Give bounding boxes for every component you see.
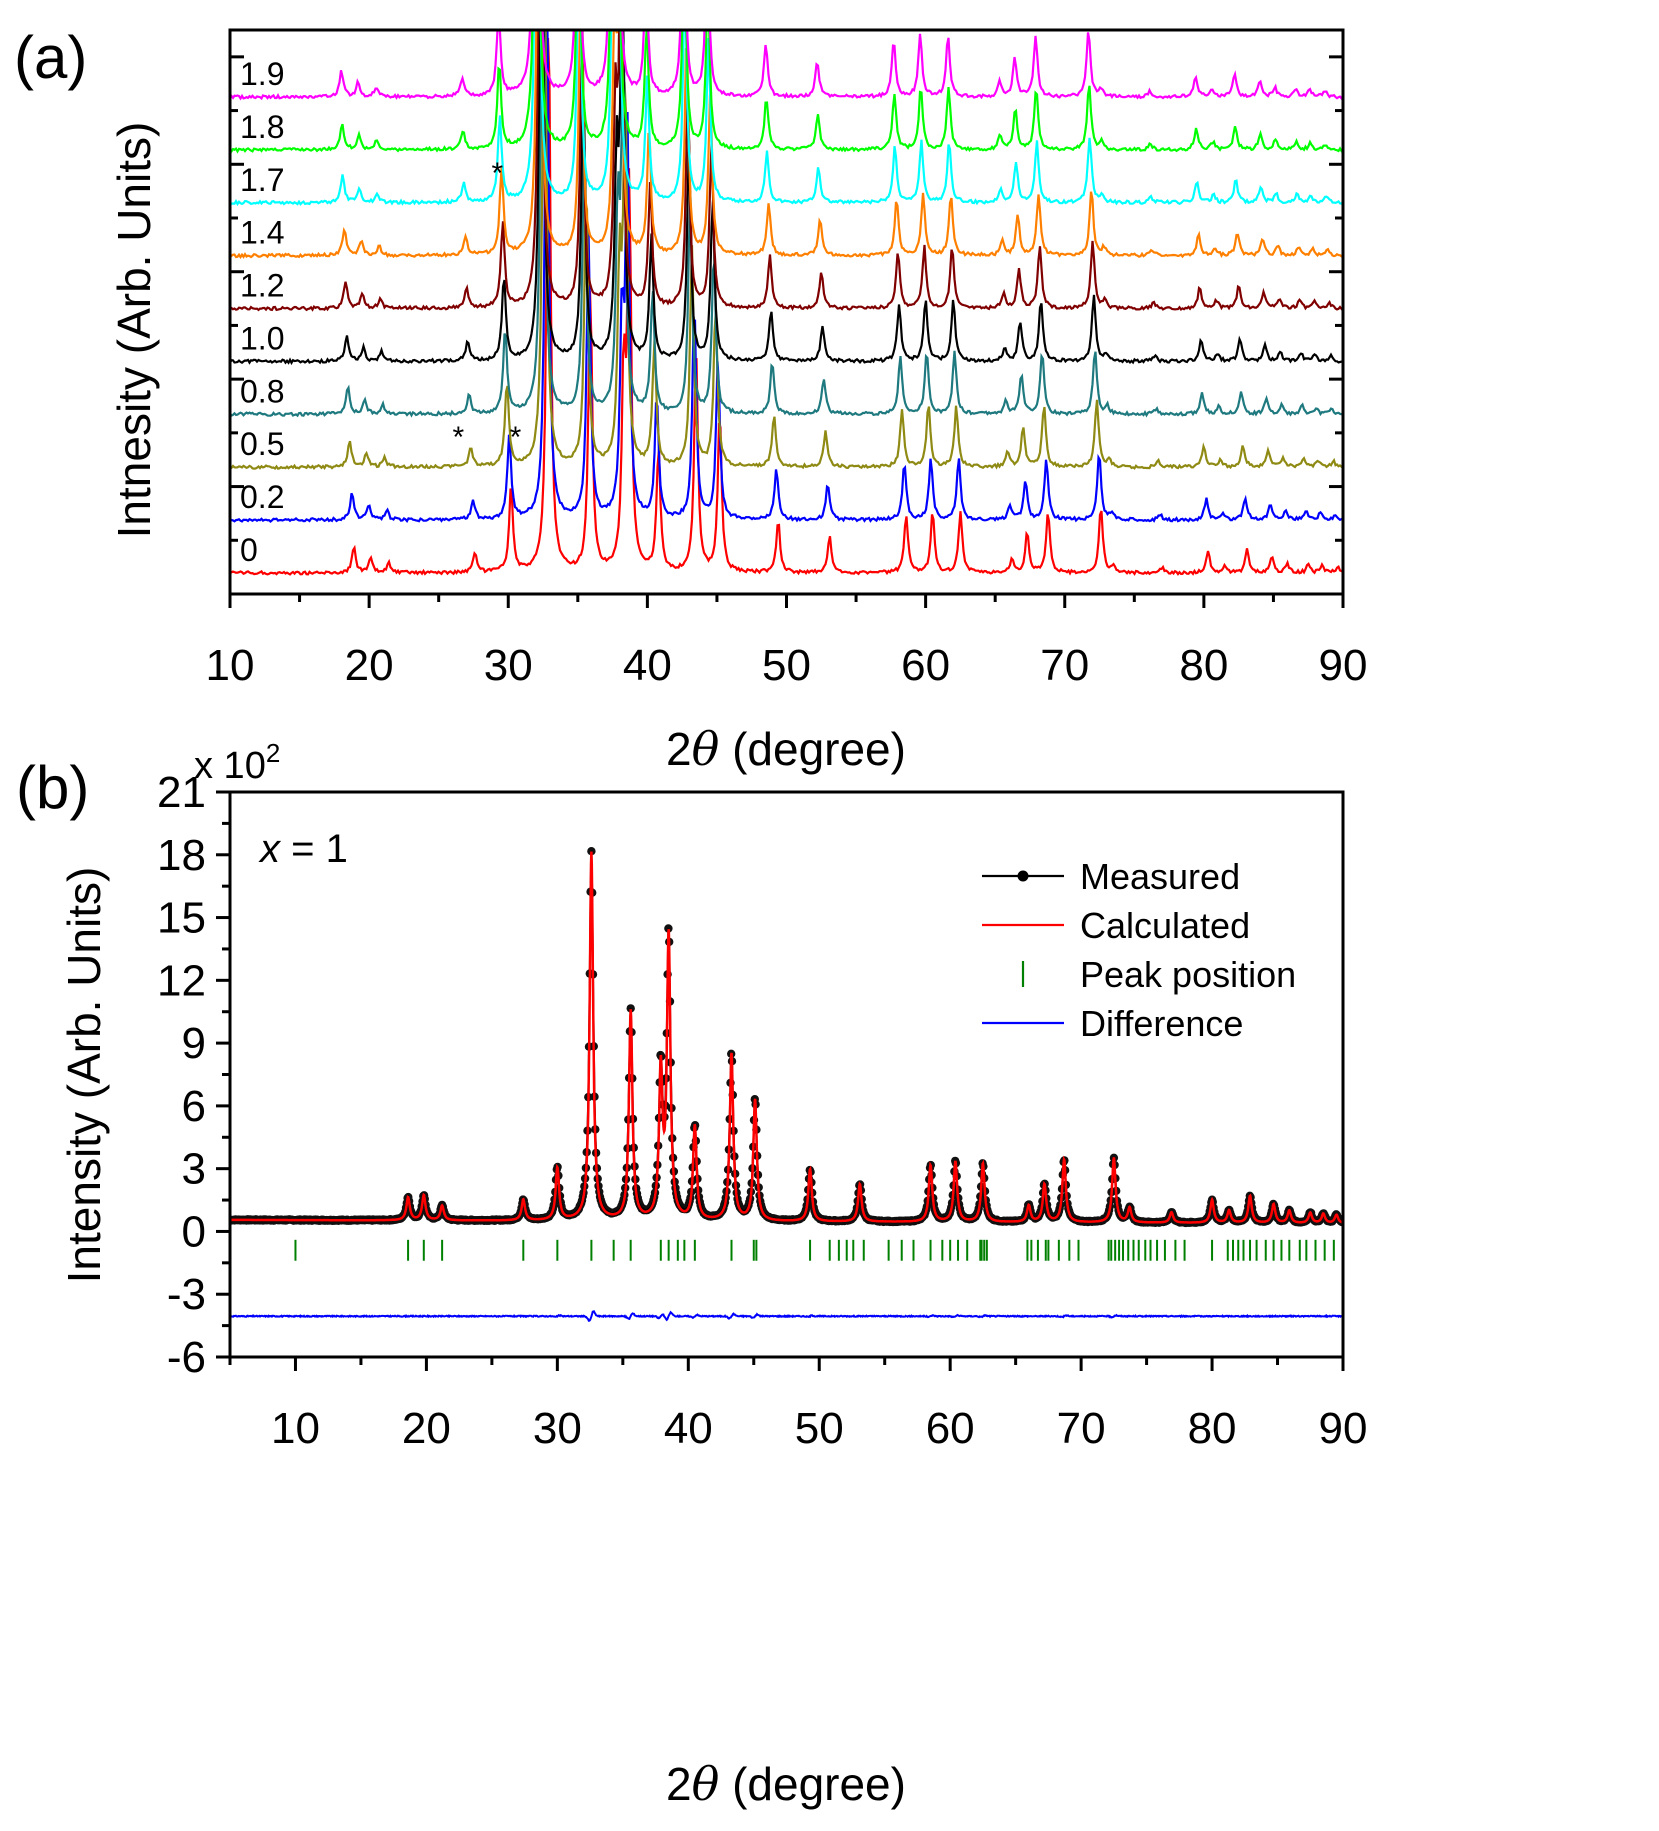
x-tick-label: 20: [402, 1404, 451, 1453]
series-line-0: [230, 38, 1343, 576]
x-tick-label: 90: [1319, 1404, 1368, 1453]
panel-b-plot: [230, 847, 1343, 1322]
series-line-0.8: [230, 30, 1343, 418]
series-label-1.2: 1.2: [240, 268, 284, 304]
panel-a-label: (a): [14, 24, 87, 91]
y-tick-label: 0: [182, 1207, 206, 1256]
series-label-1.0: 1.0: [240, 320, 284, 356]
legend-item: Measured: [982, 856, 1240, 897]
panel-b-y-axis-label: Intensity (Arb. Units): [58, 867, 110, 1284]
panel-a-plot: 0 0.2 0.5 0.8 1.0 1.2 1.4 1.7 1.8 1.9 * * *: [230, 30, 1343, 576]
series-line-1.4: [230, 30, 1343, 260]
series-label-0.5: 0.5: [240, 426, 284, 462]
y-tick-label: -3: [167, 1270, 206, 1319]
x-tick-label: 60: [901, 641, 950, 690]
asterisk-annotation: *: [492, 157, 504, 190]
y-tick-label: -6: [167, 1333, 206, 1382]
legend-item: Calculated: [982, 905, 1250, 946]
panel-b-y-axis: 21 18 15 12 9 6 3 0 -3 -6: [157, 768, 230, 1382]
legend-label: Measured: [1080, 856, 1240, 897]
x-tick-label: 60: [926, 1404, 975, 1453]
series-label-1.8: 1.8: [240, 109, 284, 145]
difference-line: [230, 1310, 1343, 1322]
panel-a-y-ticks: [230, 55, 1343, 596]
x-tick-label: 90: [1319, 641, 1368, 690]
y-tick-label: 6: [182, 1082, 206, 1131]
y-tick-label: 3: [182, 1145, 206, 1194]
panel-a-frame: [228, 28, 1345, 596]
x-tick-label: 40: [664, 1404, 713, 1453]
asterisk-annotation: *: [510, 421, 522, 454]
series-line-1.9: [230, 30, 1343, 101]
x-tick-label: 30: [533, 1404, 582, 1453]
series-line-0.5: [230, 30, 1343, 470]
legend-marker: [1017, 870, 1029, 882]
x-tick-label: 40: [623, 641, 672, 690]
series-line-1.8: [230, 30, 1343, 154]
legend-label: Calculated: [1080, 905, 1250, 946]
series-line-0.2: [230, 30, 1343, 523]
series-label-1.7: 1.7: [240, 162, 284, 198]
x-tick-label: 80: [1179, 641, 1228, 690]
asterisk-annotation: *: [453, 421, 465, 454]
x-tick-label: 10: [271, 1404, 320, 1453]
x-tick-label: 50: [762, 641, 811, 690]
series-label-0.2: 0.2: [240, 479, 284, 515]
x-tick-label: 20: [345, 641, 394, 690]
legend-item: Peak position: [1021, 954, 1296, 995]
panel-b-x-axis: 10 20 30 40 50 60 70 80 90: [228, 1357, 1368, 1453]
panel-b-label: (b): [16, 754, 89, 821]
legend-label: Peak position: [1080, 954, 1296, 995]
y-tick-label: 15: [157, 894, 206, 943]
panel-b-annotation: x = 1: [258, 827, 348, 871]
series-label-1.9: 1.9: [240, 56, 284, 92]
peak-position-ticks: [294, 1239, 1335, 1261]
series-line-1.7: [230, 30, 1343, 207]
panel-b-x-axis-label: 2θ (degree): [666, 1757, 906, 1811]
y-tick-label: 18: [157, 831, 206, 880]
panel-b-y-multiplier: x 102: [194, 738, 280, 787]
x-tick-label: 30: [484, 641, 533, 690]
x-tick-label: 70: [1040, 641, 1089, 690]
series-label-1.4: 1.4: [240, 215, 284, 251]
y-tick-label: 12: [157, 956, 206, 1005]
series-label-0.8: 0.8: [240, 373, 284, 409]
y-tick-label: 21: [157, 768, 206, 817]
series-line-1.2: [230, 30, 1343, 312]
x-tick-label: 80: [1188, 1404, 1237, 1453]
panel-a-x-axis-label: 2θ (degree): [666, 722, 906, 776]
y-tick-label: 9: [182, 1019, 206, 1068]
legend-item: Difference: [982, 1003, 1243, 1044]
x-tick-label: 50: [795, 1404, 844, 1453]
panel-b-legend: Measured Calculated Peak position Differenc…: [982, 856, 1296, 1044]
calculated-line: [230, 851, 1343, 1224]
panel-a-y-axis-label: Intnesity (Arb. Units): [108, 122, 160, 539]
panel-a-x-axis: 10 20 30 40 50 60 70 80 90: [206, 594, 1368, 690]
series-label-0: 0: [240, 532, 258, 568]
series-line-1.0: [230, 30, 1343, 366]
x-tick-label: 10: [206, 641, 255, 690]
x-tick-label: 70: [1057, 1404, 1106, 1453]
legend-label: Difference: [1080, 1003, 1243, 1044]
